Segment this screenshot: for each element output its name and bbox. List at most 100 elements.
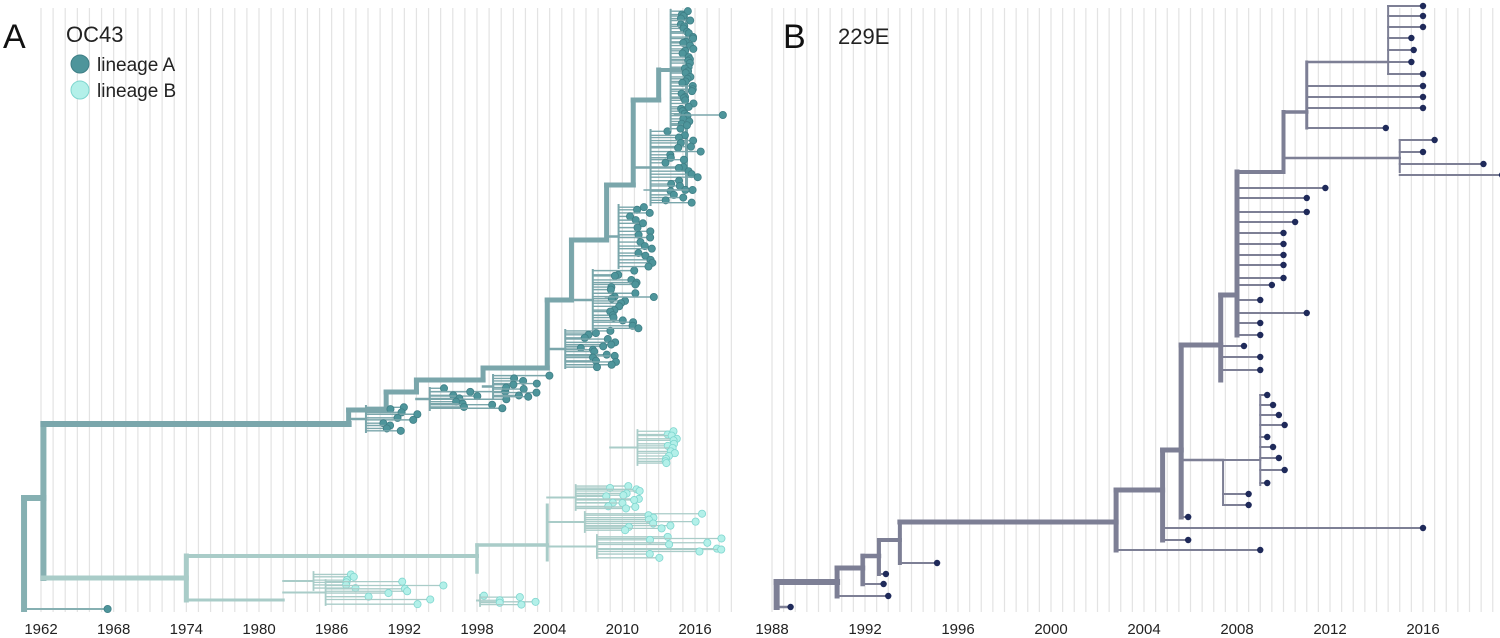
tip	[1431, 136, 1438, 144]
tip	[1275, 411, 1283, 419]
tip	[647, 244, 656, 253]
tip	[606, 285, 615, 294]
tip	[426, 595, 435, 604]
x-tick-label: 1980	[242, 621, 275, 638]
tip	[649, 292, 658, 301]
tip	[517, 600, 526, 609]
tip	[1280, 229, 1287, 237]
tip	[665, 540, 674, 549]
tip	[509, 380, 518, 389]
tip	[519, 385, 528, 394]
tip	[693, 173, 702, 182]
tip	[688, 185, 697, 194]
legend-label-lineage-b: lineage B	[97, 81, 176, 102]
tip	[1257, 296, 1264, 304]
tip	[1419, 148, 1427, 156]
tip	[662, 459, 671, 468]
tip	[683, 7, 692, 16]
tip	[576, 344, 585, 353]
tip	[1269, 443, 1277, 451]
tip	[607, 360, 616, 369]
tip	[103, 605, 112, 614]
tip	[687, 87, 696, 96]
tip	[646, 535, 655, 544]
tip	[545, 371, 554, 380]
tip	[1245, 490, 1252, 498]
tip	[717, 534, 726, 543]
tip	[630, 496, 639, 505]
tip	[640, 242, 649, 251]
tip	[624, 482, 633, 491]
tip	[1280, 261, 1287, 269]
x-tick-label: 2004	[533, 621, 566, 638]
tip	[645, 208, 654, 217]
tip	[1419, 104, 1427, 112]
legend: lineage A lineage B	[70, 54, 176, 102]
tip	[621, 504, 630, 513]
tip	[695, 547, 704, 556]
x-tick-label: 2016	[1406, 621, 1439, 638]
tip	[933, 559, 941, 567]
tip	[495, 598, 504, 607]
tip	[689, 44, 698, 53]
tip	[1419, 2, 1427, 10]
tip	[515, 593, 524, 602]
panel-a-x-axis: 1962 1968 1974 1980 1986 1992 1998 2004 2010 2016	[24, 621, 711, 638]
x-tick-label: 1992	[388, 621, 421, 638]
tip	[1419, 93, 1427, 101]
tip	[669, 190, 678, 199]
tip	[621, 526, 630, 535]
tip	[364, 592, 373, 601]
tip	[479, 591, 488, 600]
tip	[682, 121, 691, 130]
tip	[1280, 251, 1287, 259]
tip	[440, 384, 449, 393]
x-tick-label: 2004	[1127, 621, 1160, 638]
tip	[1303, 194, 1310, 202]
tip	[718, 111, 727, 120]
tip	[1264, 479, 1271, 487]
tip	[1419, 82, 1427, 90]
tip	[1257, 319, 1264, 327]
tip	[396, 426, 405, 435]
tip	[413, 600, 422, 609]
tip	[1281, 466, 1288, 474]
tip	[679, 38, 688, 47]
tip	[1257, 546, 1264, 554]
tip	[1184, 513, 1192, 521]
tip	[409, 415, 418, 424]
tip	[631, 289, 640, 298]
tip	[606, 326, 615, 335]
tip	[1257, 331, 1264, 339]
tip	[1291, 218, 1299, 226]
tip	[1269, 401, 1277, 409]
tip	[591, 329, 600, 338]
tip	[666, 521, 675, 530]
tip	[531, 597, 540, 606]
panel-a-tree	[21, 7, 727, 614]
tip	[880, 580, 887, 588]
panel-a-title: OC43	[66, 22, 123, 47]
tip	[1280, 274, 1287, 282]
x-tick-label: 1962	[24, 621, 57, 638]
tip	[1419, 12, 1427, 20]
x-tick-label: 1986	[315, 621, 348, 638]
x-tick-label: 2016	[678, 621, 711, 638]
tip	[488, 400, 497, 409]
tip	[386, 405, 395, 414]
x-tick-label: 1968	[97, 621, 130, 638]
tip	[519, 376, 528, 385]
tip	[1408, 34, 1415, 42]
tip	[676, 124, 685, 133]
tip	[691, 517, 700, 526]
tip	[609, 313, 618, 322]
tip	[634, 249, 643, 258]
x-tick-label: 1988	[755, 621, 788, 638]
tip	[532, 388, 541, 397]
panel-a-letter: A	[3, 18, 26, 56]
tip	[498, 404, 507, 413]
tip	[592, 363, 601, 372]
tip	[580, 333, 589, 342]
tip	[885, 592, 892, 600]
